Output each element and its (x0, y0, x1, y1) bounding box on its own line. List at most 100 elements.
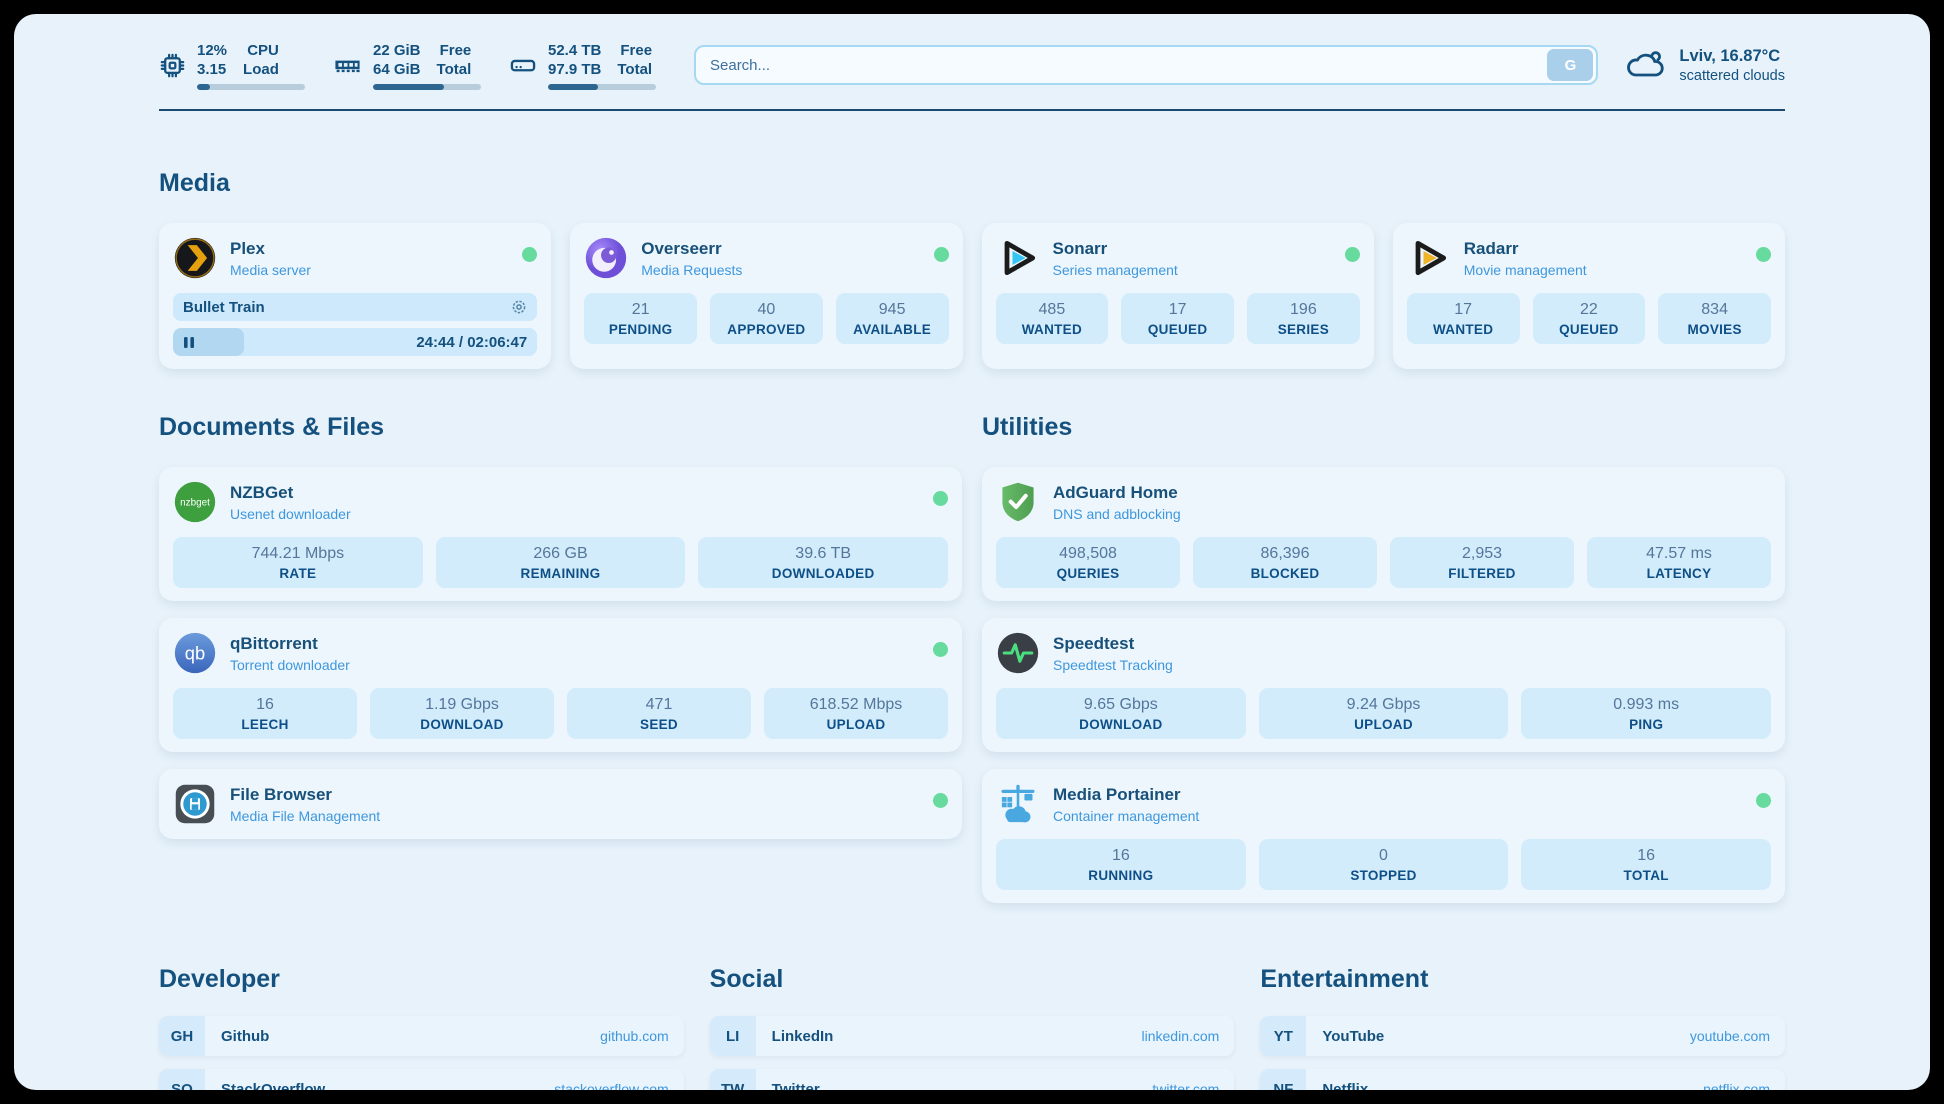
disk-label-1: Free (620, 41, 653, 59)
cpu-label-1: CPU (247, 41, 279, 59)
svg-text:qb: qb (185, 643, 205, 664)
stat-box: 471 SEED (567, 688, 751, 739)
section-title-utilities: Utilities (982, 413, 1073, 441)
disk-monitor: 52.4 TB 97.9 TB Free Total (509, 41, 656, 90)
link-stackoverflow[interactable]: SO StackOverflow stackoverflow.com (159, 1069, 684, 1090)
stat-box: 39.6 TB DOWNLOADED (698, 537, 949, 588)
stat-box: 834 MOVIES (1658, 293, 1771, 344)
app-subtitle: Torrent downloader (230, 657, 350, 673)
qbittorrent-icon: qb (173, 631, 217, 675)
link-twitter[interactable]: TW Twitter twitter.com (709, 1069, 1235, 1090)
app-card-plex[interactable]: Plex Media server Bullet Train (159, 223, 552, 369)
topbar-divider (159, 109, 1785, 111)
nzbget-icon: nzbget (173, 480, 217, 524)
settings-icon[interactable] (511, 299, 527, 315)
stat-box: 17 WANTED (1406, 293, 1520, 344)
link-tag-badge: SO (159, 1069, 205, 1090)
search-input[interactable] (696, 56, 1548, 74)
status-online-dot (933, 642, 948, 657)
stat-box: 0.993 ms PING (1521, 688, 1772, 739)
speedtest-pulse-icon (996, 631, 1040, 675)
status-online-dot (1756, 793, 1771, 808)
section-title-developer: Developer (159, 965, 280, 993)
top-bar: 12% 3.15 CPU Load 22 GiB 64 GiB Free Total (159, 36, 1785, 94)
app-card-overseerr[interactable]: Overseerr Media Requests 21 PENDING 40 APP… (570, 223, 963, 369)
app-card-sonarr[interactable]: Sonarr Series management 485 WANTED 17 QUE… (981, 223, 1374, 369)
app-name: qBittorrent (230, 634, 318, 653)
cpu-progress-fill (197, 83, 210, 90)
link-github[interactable]: GH Github github.com (159, 1016, 684, 1056)
app-subtitle: Speedtest Tracking (1053, 657, 1173, 673)
stat-box: 47.57 ms LATENCY (1587, 537, 1771, 588)
cpu-label-2: Load (243, 60, 279, 78)
status-online-dot (1344, 247, 1360, 262)
stat-box: 744.21 Mbps RATE (173, 537, 423, 588)
ram-icon (333, 51, 362, 80)
app-name: AdGuard Home (1053, 483, 1178, 502)
app-name: Overseerr (641, 239, 722, 258)
app-subtitle: Series management (1052, 262, 1178, 278)
filebrowser-icon (173, 782, 217, 826)
stat-box: 16 LEECH (173, 688, 357, 739)
stat-box: 86,396 BLOCKED (1193, 537, 1377, 588)
ram-label-1: Free (439, 41, 472, 59)
stat-box: 1.19 Gbps DOWNLOAD (370, 688, 554, 739)
section-title-media: Media (159, 169, 230, 197)
svg-text:nzbget: nzbget (180, 498, 210, 509)
stat-box: 21 PENDING (584, 293, 697, 344)
ram-monitor: 22 GiB 64 GiB Free Total (333, 41, 481, 90)
stat-box: 22 QUEUED (1532, 293, 1646, 344)
link-netflix[interactable]: NF Netflix netflix.com (1260, 1069, 1785, 1090)
app-name: Sonarr (1052, 239, 1108, 258)
status-online-dot (933, 247, 949, 262)
link-youtube[interactable]: YT YouTube youtube.com (1260, 1016, 1785, 1056)
ram-progress-bar (373, 83, 481, 90)
app-name: NZBGet (230, 483, 294, 502)
stat-box: 16 RUNNING (996, 839, 1246, 890)
ram-total: 64 GiB (373, 60, 421, 78)
sonarr-icon (996, 236, 1040, 280)
app-name: Speedtest (1053, 634, 1135, 653)
playback-progress-bar[interactable]: 24:44 / 02:06:47 (173, 328, 538, 356)
disk-progress-fill (548, 83, 598, 90)
app-subtitle: Usenet downloader (230, 506, 351, 522)
section-title-entertainment: Entertainment (1260, 965, 1429, 993)
app-subtitle: Container management (1053, 808, 1200, 824)
cpu-chip-icon (159, 52, 186, 79)
link-tag-badge: LI (709, 1016, 756, 1056)
link-tag-badge: YT (1260, 1016, 1307, 1056)
pause-icon[interactable] (183, 336, 195, 349)
app-card-adguard[interactable]: AdGuard Home DNS and adblocking 498,508 Q… (982, 467, 1785, 601)
app-card-speedtest[interactable]: Speedtest Speedtest Tracking 9.65 Gbps DO… (982, 618, 1785, 752)
ram-progress-fill (373, 83, 445, 90)
app-card-nzbget[interactable]: nzbget NZBGet Usenet downloader 744.21 M… (159, 467, 962, 601)
ram-free: 22 GiB (373, 41, 421, 59)
stat-box: 2,953 FILTERED (1390, 537, 1574, 588)
disk-progress-bar (548, 83, 656, 90)
cpu-monitor: 12% 3.15 CPU Load (159, 41, 305, 90)
link-linkedin[interactable]: LI LinkedIn linkedin.com (709, 1016, 1235, 1056)
cpu-progress-bar (197, 83, 305, 90)
app-card-filebrowser[interactable]: File Browser Media File Management (159, 769, 962, 839)
link-tag-badge: TW (709, 1069, 756, 1090)
app-subtitle: Media File Management (230, 808, 381, 824)
link-tag-badge: GH (159, 1016, 205, 1056)
app-name: Radarr (1463, 239, 1519, 258)
app-subtitle: Movie management (1463, 262, 1587, 278)
app-subtitle: Media server (230, 262, 311, 278)
link-tag-badge: NF (1260, 1069, 1307, 1090)
app-card-portainer[interactable]: Media Portainer Container management 16 R… (982, 769, 1785, 903)
ram-label-2: Total (436, 60, 472, 78)
app-card-radarr[interactable]: Radarr Movie management 17 WANTED 22 QUEUE… (1392, 223, 1785, 369)
app-subtitle: DNS and adblocking (1053, 506, 1181, 522)
cloud-icon (1624, 46, 1666, 85)
stat-box: 9.65 Gbps DOWNLOAD (996, 688, 1246, 739)
stat-box: 618.52 Mbps UPLOAD (764, 688, 948, 739)
google-search-button[interactable]: G (1547, 49, 1594, 81)
disk-label-2: Total (617, 60, 653, 78)
app-name: Media Portainer (1053, 785, 1181, 804)
stat-box: 196 SERIES (1247, 293, 1360, 344)
app-card-qbittorrent[interactable]: qb qBittorrent Torrent downloader 16 LEEC… (159, 618, 962, 752)
stat-box: 485 WANTED (995, 293, 1109, 344)
weather-location: Lviv, 16.87°C (1679, 46, 1781, 65)
